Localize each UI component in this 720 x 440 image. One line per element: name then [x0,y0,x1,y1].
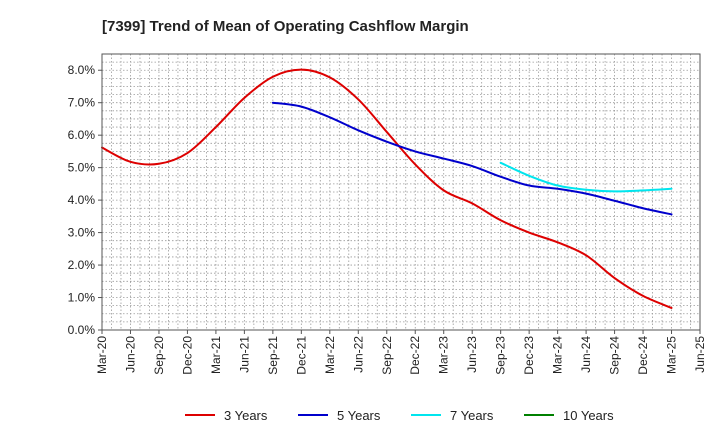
x-tick-label: Jun-20 [123,336,137,373]
grid-layer [101,53,701,331]
x-tick-label: Mar-20 [95,336,109,374]
x-tick-label: Jun-23 [465,336,479,373]
x-tick-label: Jun-22 [351,336,365,373]
plot-frame [101,53,701,331]
y-tick-label: 6.0% [68,128,96,142]
x-tick-label: Dec-24 [636,336,650,375]
x-tick-label: Mar-24 [551,336,565,374]
x-tick-label: Dec-21 [294,336,308,375]
y-tick-label: 1.0% [68,291,96,305]
y-tick-label: 0.0% [68,323,96,337]
series-line-7-years [499,161,673,193]
legend-label-3-years: 3 Years [224,408,268,423]
series-line-5-years [271,101,673,216]
x-tick-label: Jun-24 [579,336,593,373]
x-tick-label: Sep-23 [494,336,508,375]
y-tick-label: 2.0% [68,258,96,272]
x-tick-label: Sep-24 [608,336,622,375]
x-tick-label: Dec-23 [522,336,536,375]
x-tick-label: Dec-22 [408,336,422,375]
x-tick-label: Mar-22 [323,336,337,374]
x-tick-label: Sep-22 [380,336,394,375]
y-tick-label: 7.0% [68,96,96,110]
x-tick-label: Sep-21 [266,336,280,375]
legend-label-5-years: 5 Years [337,408,381,423]
legend-label-10-years: 10 Years [563,408,614,423]
x-tick-label: Mar-25 [665,336,679,374]
legend-label-7-years: 7 Years [450,408,494,423]
axis-layer: 0.0% 1.0% 2.0% 3.0% 4.0% 5.0% 6.0% 7.0% 8.0% Mar-… [68,53,707,375]
x-tick-label: Dec-20 [180,336,194,375]
y-tick-label: 4.0% [68,193,96,207]
series-line-3-years [101,68,673,309]
x-tick-label: Mar-21 [209,336,223,374]
y-tick-label: 5.0% [68,161,96,175]
chart-title: [7399] Trend of Mean of Operating Cashfl… [102,18,469,35]
x-tick-label: Mar-23 [437,336,451,374]
x-tick-label: Jun-25 [693,336,707,373]
y-tick-label: 3.0% [68,226,96,240]
x-tick-label: Jun-21 [237,336,251,373]
x-tick-label: Sep-20 [152,336,166,375]
y-tick-label: 8.0% [68,63,96,77]
series-layer [101,68,673,309]
legend: 3 Years 5 Years 7 Years 10 Years [185,408,614,423]
